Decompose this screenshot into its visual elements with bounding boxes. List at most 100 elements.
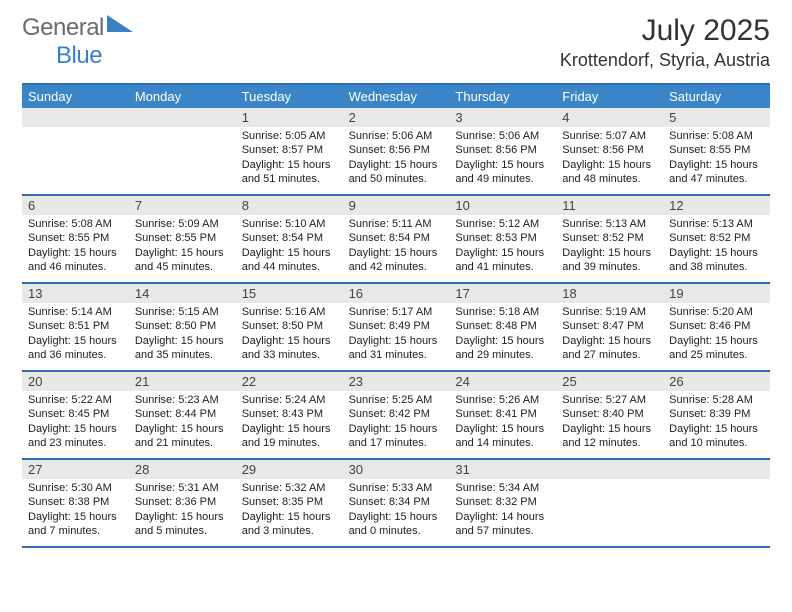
day-cell: 1Sunrise: 5:05 AMSunset: 8:57 PMDaylight… [236,108,343,194]
day-number: 17 [449,284,556,303]
week-row: 1Sunrise: 5:05 AMSunset: 8:57 PMDaylight… [22,108,770,194]
day-line: Daylight: 15 hours [242,334,337,348]
day-body: Sunrise: 5:18 AMSunset: 8:48 PMDaylight:… [449,303,556,366]
day-cell: 18Sunrise: 5:19 AMSunset: 8:47 PMDayligh… [556,284,663,370]
day-cell: 24Sunrise: 5:26 AMSunset: 8:41 PMDayligh… [449,372,556,458]
day-line: and 44 minutes. [242,260,337,274]
day-line: Daylight: 15 hours [669,158,764,172]
day-line: Daylight: 15 hours [669,422,764,436]
day-line: and 57 minutes. [455,524,550,538]
day-line: Sunset: 8:55 PM [669,143,764,157]
day-line: Sunrise: 5:20 AM [669,305,764,319]
day-body: Sunrise: 5:13 AMSunset: 8:52 PMDaylight:… [556,215,663,278]
weekday-header-cell: Monday [129,85,236,108]
day-number: 31 [449,460,556,479]
day-body: Sunrise: 5:31 AMSunset: 8:36 PMDaylight:… [129,479,236,542]
day-body: Sunrise: 5:11 AMSunset: 8:54 PMDaylight:… [343,215,450,278]
day-number: 20 [22,372,129,391]
day-line: Daylight: 14 hours [455,510,550,524]
day-body [663,479,770,485]
day-line: Sunrise: 5:11 AM [349,217,444,231]
day-line: Sunset: 8:46 PM [669,319,764,333]
day-number: 4 [556,108,663,127]
day-line: Daylight: 15 hours [28,246,123,260]
day-number: 12 [663,196,770,215]
day-line: Daylight: 15 hours [562,422,657,436]
day-line: Sunrise: 5:07 AM [562,129,657,143]
day-line: and 31 minutes. [349,348,444,362]
day-line: Sunrise: 5:17 AM [349,305,444,319]
day-line: and 3 minutes. [242,524,337,538]
day-line: and 48 minutes. [562,172,657,186]
day-cell: 3Sunrise: 5:06 AMSunset: 8:56 PMDaylight… [449,108,556,194]
day-number: 22 [236,372,343,391]
day-cell: 25Sunrise: 5:27 AMSunset: 8:40 PMDayligh… [556,372,663,458]
day-line: Daylight: 15 hours [28,334,123,348]
day-line: Sunset: 8:47 PM [562,319,657,333]
brand-logo: General Blue [22,14,133,70]
weekday-header-cell: Tuesday [236,85,343,108]
day-body: Sunrise: 5:30 AMSunset: 8:38 PMDaylight:… [22,479,129,542]
week-row: 27Sunrise: 5:30 AMSunset: 8:38 PMDayligh… [22,458,770,546]
day-cell [129,108,236,194]
day-line: Sunrise: 5:19 AM [562,305,657,319]
day-number: 29 [236,460,343,479]
day-body: Sunrise: 5:08 AMSunset: 8:55 PMDaylight:… [663,127,770,190]
weekday-header: SundayMondayTuesdayWednesdayThursdayFrid… [22,85,770,108]
day-number [556,460,663,479]
day-cell: 7Sunrise: 5:09 AMSunset: 8:55 PMDaylight… [129,196,236,282]
day-line: Sunrise: 5:27 AM [562,393,657,407]
day-body: Sunrise: 5:14 AMSunset: 8:51 PMDaylight:… [22,303,129,366]
day-body: Sunrise: 5:06 AMSunset: 8:56 PMDaylight:… [449,127,556,190]
day-body: Sunrise: 5:13 AMSunset: 8:52 PMDaylight:… [663,215,770,278]
day-line: Sunset: 8:55 PM [28,231,123,245]
day-line: Sunset: 8:43 PM [242,407,337,421]
day-line: Sunrise: 5:31 AM [135,481,230,495]
day-cell: 26Sunrise: 5:28 AMSunset: 8:39 PMDayligh… [663,372,770,458]
day-body: Sunrise: 5:10 AMSunset: 8:54 PMDaylight:… [236,215,343,278]
day-cell: 14Sunrise: 5:15 AMSunset: 8:50 PMDayligh… [129,284,236,370]
page-title: July 2025 [560,14,770,48]
day-body: Sunrise: 5:27 AMSunset: 8:40 PMDaylight:… [556,391,663,454]
day-line: Daylight: 15 hours [455,158,550,172]
day-cell: 4Sunrise: 5:07 AMSunset: 8:56 PMDaylight… [556,108,663,194]
day-line: Sunset: 8:56 PM [562,143,657,157]
day-number: 16 [343,284,450,303]
day-line: and 17 minutes. [349,436,444,450]
day-line: Daylight: 15 hours [562,246,657,260]
day-line: Sunrise: 5:12 AM [455,217,550,231]
day-body: Sunrise: 5:12 AMSunset: 8:53 PMDaylight:… [449,215,556,278]
day-cell: 5Sunrise: 5:08 AMSunset: 8:55 PMDaylight… [663,108,770,194]
day-body: Sunrise: 5:25 AMSunset: 8:42 PMDaylight:… [343,391,450,454]
day-cell: 30Sunrise: 5:33 AMSunset: 8:34 PMDayligh… [343,460,450,546]
day-line: and 35 minutes. [135,348,230,362]
day-number: 24 [449,372,556,391]
day-line: Sunrise: 5:13 AM [669,217,764,231]
day-cell: 13Sunrise: 5:14 AMSunset: 8:51 PMDayligh… [22,284,129,370]
day-line: and 14 minutes. [455,436,550,450]
day-cell: 15Sunrise: 5:16 AMSunset: 8:50 PMDayligh… [236,284,343,370]
day-number: 14 [129,284,236,303]
day-line: Daylight: 15 hours [455,246,550,260]
title-block: July 2025 Krottendorf, Styria, Austria [560,14,770,71]
day-body: Sunrise: 5:16 AMSunset: 8:50 PMDaylight:… [236,303,343,366]
day-line: Sunrise: 5:10 AM [242,217,337,231]
day-number: 9 [343,196,450,215]
weekday-header-cell: Sunday [22,85,129,108]
calendar: SundayMondayTuesdayWednesdayThursdayFrid… [22,83,770,548]
day-number: 15 [236,284,343,303]
day-body: Sunrise: 5:20 AMSunset: 8:46 PMDaylight:… [663,303,770,366]
day-line: Sunrise: 5:23 AM [135,393,230,407]
weeks-container: 1Sunrise: 5:05 AMSunset: 8:57 PMDaylight… [22,108,770,546]
day-line: Daylight: 15 hours [349,246,444,260]
day-cell: 27Sunrise: 5:30 AMSunset: 8:38 PMDayligh… [22,460,129,546]
day-line: Daylight: 15 hours [135,334,230,348]
day-cell: 10Sunrise: 5:12 AMSunset: 8:53 PMDayligh… [449,196,556,282]
day-cell: 20Sunrise: 5:22 AMSunset: 8:45 PMDayligh… [22,372,129,458]
day-body [22,127,129,133]
day-line: Sunrise: 5:25 AM [349,393,444,407]
day-line: Sunset: 8:51 PM [28,319,123,333]
day-body: Sunrise: 5:07 AMSunset: 8:56 PMDaylight:… [556,127,663,190]
brand-text: General Blue [22,14,133,70]
week-row: 20Sunrise: 5:22 AMSunset: 8:45 PMDayligh… [22,370,770,458]
